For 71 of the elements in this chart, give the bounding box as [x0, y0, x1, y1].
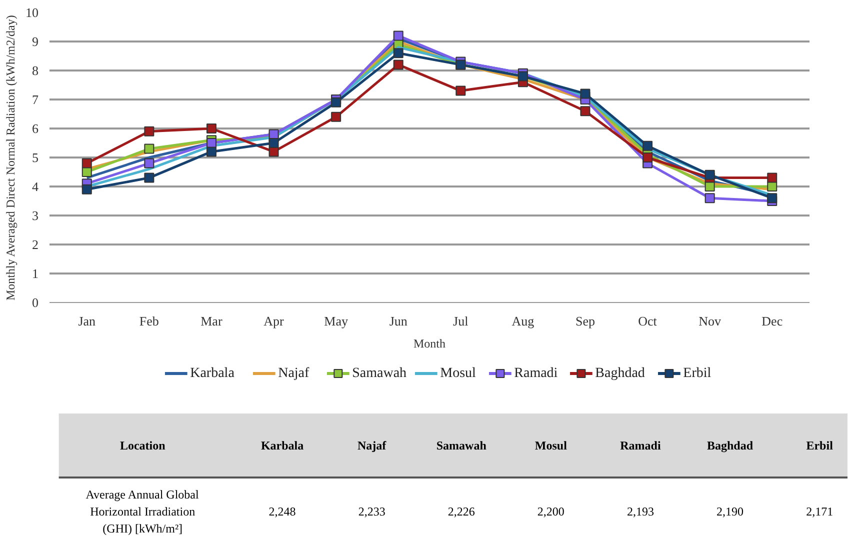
y-tick-label: 0: [32, 295, 38, 310]
y-tick-label: 6: [32, 121, 39, 136]
legend-label: Mosul: [440, 366, 476, 381]
category-label: Najaf: [358, 438, 388, 452]
point: [268, 138, 279, 148]
x-tick-label: Mar: [200, 314, 223, 328]
point: [704, 193, 715, 204]
category-label: Samawah: [436, 438, 487, 452]
category-label: Baghdad: [707, 438, 754, 452]
x-tick-label: Jul: [453, 314, 469, 328]
point: [82, 158, 92, 168]
x-tick-label: Jun: [389, 314, 408, 328]
x-axis-title: Month: [414, 336, 446, 350]
point: [767, 172, 778, 183]
x-tick-label: Apr: [264, 314, 285, 328]
point: [144, 158, 154, 168]
text: Location: [120, 438, 166, 452]
legend-label: Erbil: [683, 366, 712, 381]
point: [393, 60, 404, 70]
point: [704, 170, 715, 180]
x-tick-label: Dec: [762, 314, 783, 328]
point: [642, 140, 653, 151]
point: [393, 30, 404, 41]
x-tick-label: Jan: [78, 314, 96, 328]
point: [456, 86, 466, 96]
y-tick-label: 4: [32, 179, 39, 194]
text: 2,193: [626, 504, 654, 518]
x-tick-label: Sep: [575, 314, 595, 328]
x-tick-label: Nov: [698, 314, 722, 328]
point: [642, 152, 653, 162]
y-tick-label: 8: [32, 63, 38, 78]
point: [767, 193, 778, 204]
x-tick-label: May: [324, 314, 348, 328]
text: 2,226: [448, 504, 475, 518]
legend-label: Najaf: [278, 366, 310, 381]
text: Average Annual Global Horizontal Irradiation (GHI) [kWh/m²]: [86, 488, 200, 536]
y-tick-label: 3: [32, 208, 38, 223]
y-tick-label: 2: [32, 237, 38, 252]
x-tick-label: Feb: [139, 314, 159, 328]
category-label: Mosul: [534, 438, 568, 452]
x-tick-label: Oct: [638, 314, 658, 328]
point: [144, 144, 154, 154]
legend-label: Ramadi: [514, 366, 558, 381]
point: [580, 106, 590, 116]
point: [331, 112, 342, 122]
point: [580, 88, 590, 99]
point: [331, 97, 342, 108]
point: [144, 172, 154, 183]
y-tick-label: 7: [32, 92, 39, 107]
category-label: Erbil: [806, 438, 834, 452]
text: 2,248: [268, 504, 296, 518]
y-tick-label: 5: [32, 150, 38, 165]
legend-label: Baghdad: [595, 366, 645, 381]
y-axis-title: Monthly Averaged Direct Normal Radiation (kWh/m2/day): [4, 15, 18, 301]
category-label: Ramadi: [620, 438, 662, 452]
legend-label: Karbala: [190, 366, 236, 381]
text: 2,171: [806, 504, 834, 518]
point: [82, 184, 92, 194]
point: [206, 146, 216, 157]
y-tick-label: 1: [32, 266, 38, 281]
text: 2,233: [358, 504, 386, 518]
category-label: Karbala: [260, 438, 304, 452]
point: [206, 124, 216, 134]
y-tick-label: 10: [26, 5, 38, 20]
point: [393, 48, 404, 58]
x-tick-label: Aug: [512, 314, 535, 328]
legend-label: Samawah: [352, 366, 407, 381]
text: 2,190: [716, 504, 744, 518]
point: [144, 126, 154, 136]
y-tick-label: 9: [32, 34, 38, 49]
text: 2,200: [537, 504, 564, 518]
